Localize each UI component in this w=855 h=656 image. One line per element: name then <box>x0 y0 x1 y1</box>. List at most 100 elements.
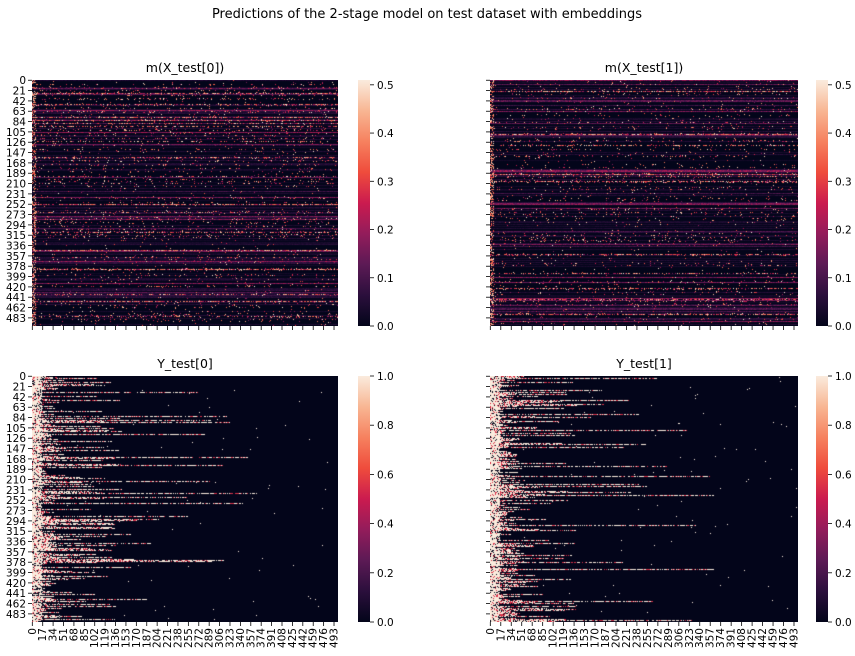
x-tick-label: 187 <box>600 628 612 648</box>
x-tick-label: 340 <box>235 628 247 648</box>
x-tick-label: 102 <box>89 628 101 648</box>
y-tick-label: 273 <box>6 506 26 518</box>
colorbar-tick-label: 0.2 <box>835 225 852 237</box>
y-tick-label: 42 <box>13 392 26 404</box>
x-tick-label: 85 <box>537 628 549 641</box>
y-tick-label: 147 <box>6 148 26 160</box>
y-tick-label: 252 <box>6 495 26 507</box>
x-tick-label: 408 <box>277 628 289 648</box>
x-tick-label: 51 <box>58 628 70 641</box>
y-tick-label: 357 <box>6 251 26 263</box>
y-tick-label: 42 <box>13 96 26 108</box>
x-tick-label: 34 <box>506 628 518 642</box>
y-tick-label: 63 <box>13 106 26 118</box>
y-tick-label: 147 <box>6 444 26 456</box>
x-tick-label: 68 <box>527 628 539 641</box>
x-tick-label: 255 <box>642 628 654 648</box>
x-tick-label: 17 <box>37 628 49 641</box>
x-tick-label: 204 <box>610 628 622 648</box>
x-tick-label: 119 <box>558 628 570 648</box>
colorbar <box>358 80 370 326</box>
x-tick-label: 493 <box>329 628 341 648</box>
y-tick-label: 294 <box>6 220 26 232</box>
y-tick-label: 420 <box>6 578 26 590</box>
x-tick-label: 289 <box>663 628 675 648</box>
colorbar-tick-label: 0.3 <box>835 176 852 188</box>
x-tick-label: 17 <box>495 628 507 641</box>
y-tick-label: 483 <box>6 609 26 621</box>
y-tick-label: 231 <box>6 485 26 497</box>
x-tick-label: 476 <box>778 628 790 648</box>
y-tick-label: 357 <box>6 547 26 559</box>
x-tick-label: 408 <box>736 628 748 648</box>
x-tick-label: 204 <box>152 628 164 648</box>
y-tick-label: 441 <box>6 292 26 304</box>
x-tick-label: 391 <box>266 628 278 648</box>
x-tick-label: 374 <box>256 628 268 648</box>
colorbar-tick-label: 0.6 <box>377 469 394 481</box>
y-tick-label: 315 <box>6 230 26 242</box>
heatmap-panel-3: Y_test[0]0214263841051261471681892102312… <box>6 356 394 648</box>
colorbar-tick-label: 0.4 <box>377 128 394 140</box>
y-tick-label: 378 <box>6 557 26 569</box>
colorbar-tick-label: 0.2 <box>377 225 394 237</box>
panel-title: Y_test[0] <box>156 356 213 371</box>
x-tick-label: 391 <box>726 628 738 648</box>
y-tick-label: 105 <box>6 423 26 435</box>
x-tick-label: 68 <box>68 628 80 641</box>
y-tick-label: 399 <box>6 272 26 284</box>
x-tick-label: 187 <box>141 628 153 648</box>
y-tick-label: 105 <box>6 127 26 139</box>
colorbar-tick-label: 0.4 <box>835 128 852 140</box>
y-tick-label: 168 <box>6 158 26 170</box>
heatmap-cells <box>490 376 798 622</box>
colorbar-tick-label: 0.4 <box>377 519 394 531</box>
y-tick-label: 126 <box>6 433 26 445</box>
x-tick-label: 340 <box>694 628 706 648</box>
y-tick-label: 315 <box>6 526 26 538</box>
y-tick-label: 399 <box>6 568 26 580</box>
x-tick-label: 272 <box>193 628 205 648</box>
x-tick-label: 272 <box>652 628 664 648</box>
y-tick-label: 0 <box>19 75 26 87</box>
x-tick-label: 0 <box>485 628 497 635</box>
x-tick-label: 34 <box>48 628 60 642</box>
x-tick-label: 493 <box>788 628 800 648</box>
y-tick-label: 189 <box>6 168 26 180</box>
figure-suptitle: Predictions of the 2-stage model on test… <box>212 7 642 22</box>
colorbar-tick-label: 1.0 <box>835 371 852 383</box>
colorbar-tick-label: 0.2 <box>835 568 852 580</box>
y-tick-label: 231 <box>6 189 26 201</box>
y-tick-label: 336 <box>6 537 26 549</box>
colorbar-tick-label: 0.8 <box>377 420 394 432</box>
colorbar-tick-label: 0.0 <box>377 321 394 333</box>
x-tick-label: 306 <box>214 628 226 648</box>
colorbar-tick-label: 0.8 <box>835 420 852 432</box>
colorbar <box>358 376 370 622</box>
x-tick-label: 357 <box>705 628 717 648</box>
y-tick-label: 0 <box>19 371 26 383</box>
x-tick-label: 136 <box>110 628 122 648</box>
y-tick-label: 420 <box>6 282 26 294</box>
x-tick-label: 153 <box>120 628 132 648</box>
x-tick-label: 289 <box>204 628 216 648</box>
x-tick-label: 425 <box>747 628 759 648</box>
colorbar-tick-label: 0.4 <box>835 519 852 531</box>
x-tick-label: 102 <box>548 628 560 648</box>
colorbar-tick-label: 0.1 <box>377 273 394 285</box>
colorbar-tick-label: 0.3 <box>377 176 394 188</box>
heatmap-panel-1: m(X_test[0])0214263841051261471681892102… <box>6 60 394 333</box>
panel-title: m(X_test[0]) <box>146 60 224 75</box>
y-tick-label: 483 <box>6 313 26 325</box>
x-tick-label: 153 <box>579 628 591 648</box>
y-tick-label: 168 <box>6 454 26 466</box>
x-tick-label: 357 <box>245 628 257 648</box>
heatmap-cells <box>490 80 798 326</box>
x-tick-label: 170 <box>131 628 143 648</box>
x-tick-label: 255 <box>183 628 195 648</box>
x-tick-label: 323 <box>224 628 236 648</box>
x-tick-label: 374 <box>715 628 727 648</box>
y-tick-label: 273 <box>6 210 26 222</box>
colorbar-tick-label: 0.2 <box>377 568 394 580</box>
y-tick-label: 252 <box>6 199 26 211</box>
